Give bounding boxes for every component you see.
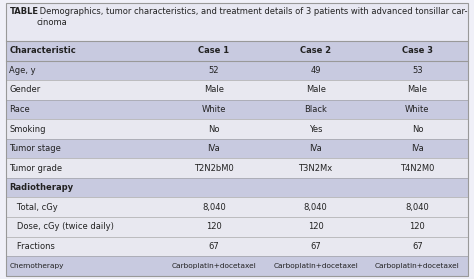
Bar — [6, 41, 468, 61]
Bar — [6, 158, 468, 178]
Text: 8,040: 8,040 — [202, 203, 226, 212]
Text: 67: 67 — [310, 242, 321, 251]
Text: IVa: IVa — [208, 144, 220, 153]
Text: Chemotherapy: Chemotherapy — [9, 263, 64, 269]
Text: Dose, cGy (twice daily): Dose, cGy (twice daily) — [9, 222, 114, 231]
Bar — [6, 3, 468, 41]
Bar — [6, 100, 468, 119]
Text: Male: Male — [408, 85, 428, 94]
Text: White: White — [201, 105, 226, 114]
Text: Case 2: Case 2 — [300, 46, 331, 55]
Bar — [6, 237, 468, 256]
Text: Gender: Gender — [9, 85, 41, 94]
Text: 67: 67 — [209, 242, 219, 251]
Bar — [6, 178, 468, 198]
Text: No: No — [208, 124, 219, 134]
Bar — [6, 80, 468, 100]
Text: Total, cGy: Total, cGy — [9, 203, 58, 212]
Bar — [6, 198, 468, 217]
Text: 120: 120 — [308, 222, 324, 231]
Bar — [6, 139, 468, 158]
Text: White: White — [405, 105, 429, 114]
Text: Male: Male — [204, 85, 224, 94]
Text: Carboplatin+docetaxel: Carboplatin+docetaxel — [172, 263, 256, 269]
Text: Age, y: Age, y — [9, 66, 36, 75]
Text: 8,040: 8,040 — [304, 203, 328, 212]
Text: T3N2Mx: T3N2Mx — [299, 163, 333, 173]
Text: Race: Race — [9, 105, 30, 114]
Text: Black: Black — [304, 105, 327, 114]
Text: 53: 53 — [412, 66, 423, 75]
Text: Case 3: Case 3 — [402, 46, 433, 55]
Text: Fractions: Fractions — [9, 242, 55, 251]
Bar — [6, 256, 468, 276]
Text: No: No — [412, 124, 423, 134]
Bar — [6, 61, 468, 80]
Text: Tumor grade: Tumor grade — [9, 163, 63, 173]
Text: 67: 67 — [412, 242, 423, 251]
Text: IVa: IVa — [411, 144, 424, 153]
Bar — [6, 217, 468, 237]
Text: IVa: IVa — [309, 144, 322, 153]
Text: T2N2bM0: T2N2bM0 — [194, 163, 234, 173]
Text: 8,040: 8,040 — [406, 203, 429, 212]
Text: 52: 52 — [209, 66, 219, 75]
Text: T4N2M0: T4N2M0 — [400, 163, 435, 173]
Text: Yes: Yes — [309, 124, 322, 134]
Text: 49: 49 — [310, 66, 321, 75]
Text: 120: 120 — [410, 222, 425, 231]
Text: TABLE: TABLE — [9, 7, 38, 16]
Text: Smoking: Smoking — [9, 124, 46, 134]
Text: Radiotherapy: Radiotherapy — [9, 183, 73, 192]
Text: Male: Male — [306, 85, 326, 94]
Text: Carboplatin+docetaxel: Carboplatin+docetaxel — [375, 263, 460, 269]
Text: Demographics, tumor characteristics, and treatment details of 3 patients with ad: Demographics, tumor characteristics, and… — [37, 7, 467, 27]
Text: 120: 120 — [206, 222, 222, 231]
Text: Characteristic: Characteristic — [9, 46, 76, 55]
Text: Carboplatin+docetaxel: Carboplatin+docetaxel — [273, 263, 358, 269]
Text: Case 1: Case 1 — [198, 46, 229, 55]
Text: Tumor stage: Tumor stage — [9, 144, 61, 153]
Bar — [6, 119, 468, 139]
